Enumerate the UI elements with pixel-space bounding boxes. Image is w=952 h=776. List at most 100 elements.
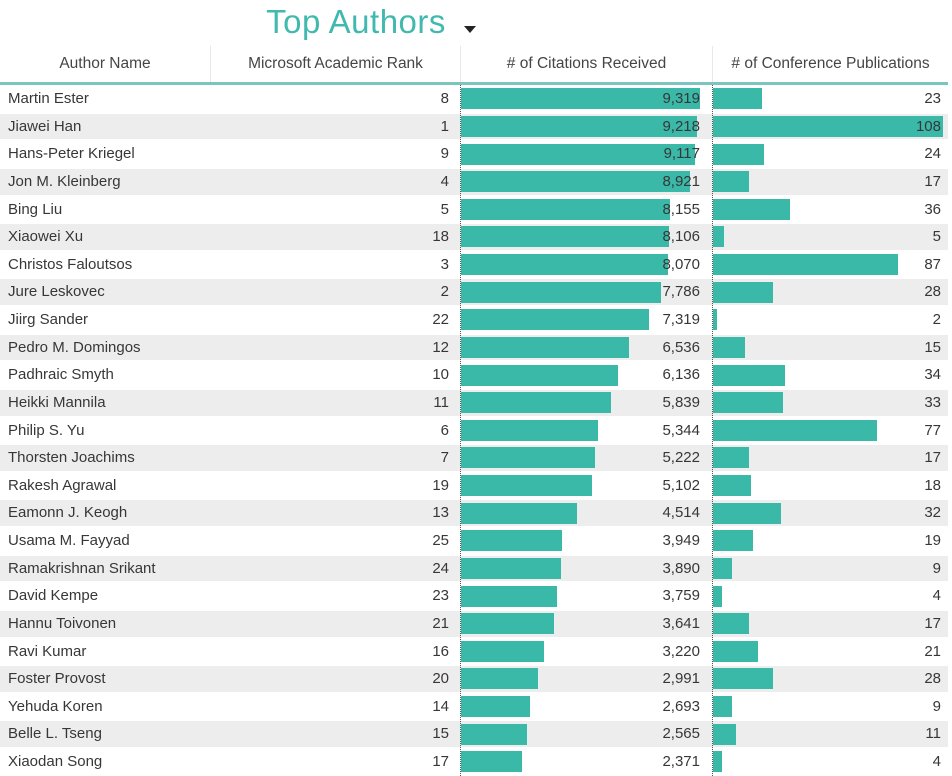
conference-publications-value: 4 <box>932 587 941 605</box>
table-row[interactable]: Pedro M. Domingos 12 6,536 15 <box>0 333 948 362</box>
citations-cell: 9,117 <box>460 141 712 167</box>
citations-value: 7,319 <box>662 311 700 328</box>
conference-publications-data-bar <box>713 751 722 773</box>
citations-cell: 5,344 <box>460 418 712 444</box>
citations-data-bar <box>461 364 619 386</box>
citations-value: 8,106 <box>662 228 700 246</box>
table-row[interactable]: Jiirg Sander 22 7,319 2 <box>0 306 948 334</box>
academic-rank-cell: 17 <box>432 753 449 770</box>
citations-value: 6,536 <box>662 338 700 356</box>
conference-publications-data-bar <box>713 336 745 358</box>
conference-publications-cell: 108 <box>712 114 948 140</box>
conference-publications-cell: 9 <box>712 694 948 720</box>
conference-publications-value: 9 <box>932 697 941 715</box>
table-row[interactable]: Xiaowei Xu 18 8,106 5 <box>0 223 948 251</box>
citations-value: 3,759 <box>662 587 700 605</box>
academic-rank-cell: 14 <box>432 697 449 715</box>
table-body: Martin Ester 8 9,319 23 Jiawei Han 1 9,2… <box>0 85 948 776</box>
author-name-cell: Eamonn J. Keogh <box>8 504 128 522</box>
conference-publications-data-bar <box>713 143 765 165</box>
table-row[interactable]: Padhraic Smyth 10 6,136 34 <box>0 361 948 389</box>
academic-rank-cell: 5 <box>440 200 449 218</box>
citations-data-bar <box>461 723 527 745</box>
table-row[interactable]: Yehuda Koren 14 2,693 9 <box>0 692 948 721</box>
table-row[interactable]: Jon M. Kleinberg 4 8,921 17 <box>0 167 948 196</box>
conference-publications-value: 32 <box>924 504 941 522</box>
conference-publications-value: 77 <box>924 421 941 439</box>
author-name-cell: Christos Faloutsos <box>8 255 133 273</box>
academic-rank-cell: 21 <box>432 614 449 632</box>
citations-data-bar <box>461 696 531 718</box>
conference-publications-cell: 34 <box>712 362 948 388</box>
conference-publications-value: 19 <box>924 532 941 549</box>
conference-publications-data-bar <box>713 226 724 248</box>
academic-rank-cell: 24 <box>432 559 449 577</box>
column-header-microsoft-academic-rank[interactable]: Microsoft Academic Rank <box>210 46 460 82</box>
conference-publications-value: 5 <box>932 228 941 246</box>
conference-publications-data-bar <box>713 530 754 552</box>
citations-data-bar <box>461 585 558 607</box>
conference-publications-value: 15 <box>924 338 941 356</box>
conference-publications-value: 87 <box>924 255 941 273</box>
citations-cell: 8,921 <box>460 169 712 195</box>
table-row[interactable]: Jure Leskovec 2 7,786 28 <box>0 278 948 306</box>
conference-publications-value: 4 <box>932 753 941 770</box>
citations-value: 7,786 <box>662 283 700 301</box>
conference-publications-cell: 2 <box>712 307 948 333</box>
citations-data-bar <box>461 254 668 276</box>
table-row[interactable]: Usama M. Fayyad 25 3,949 19 <box>0 527 948 555</box>
academic-rank-cell: 13 <box>432 504 449 522</box>
author-name-cell: Philip S. Yu <box>8 421 85 439</box>
author-name-cell: Ravi Kumar <box>8 642 87 660</box>
citations-cell: 3,759 <box>460 583 712 609</box>
sort-descending-icon[interactable] <box>464 26 476 33</box>
conference-publications-data-bar <box>713 198 790 220</box>
citations-data-bar <box>461 115 698 137</box>
table-row[interactable]: Hans-Peter Kriegel 9 9,117 24 <box>0 140 948 168</box>
conference-publications-value: 34 <box>924 366 941 384</box>
citations-cell: 8,155 <box>460 197 712 223</box>
author-name-cell: Xiaowei Xu <box>8 228 84 246</box>
citations-cell: 2,991 <box>460 666 712 692</box>
table-row[interactable]: Rakesh Agrawal 19 5,102 18 <box>0 471 948 500</box>
citations-data-bar <box>461 171 690 193</box>
citations-cell: 2,693 <box>460 694 712 720</box>
table-row[interactable]: David Kempe 23 3,759 4 <box>0 582 948 610</box>
citations-value: 4,514 <box>662 504 700 522</box>
table-row[interactable]: Belle L. Tseng 15 2,565 11 <box>0 720 948 748</box>
table-row[interactable]: Bing Liu 5 8,155 36 <box>0 195 948 224</box>
academic-rank-cell: 8 <box>440 90 449 107</box>
academic-rank-cell: 2 <box>440 283 449 301</box>
table-row[interactable]: Heikki Mannila 11 5,839 33 <box>0 388 948 417</box>
conference-publications-data-bar <box>713 364 786 386</box>
citations-data-bar <box>461 392 611 414</box>
table-row[interactable]: Foster Provost 20 2,991 28 <box>0 665 948 693</box>
conference-publications-value: 11 <box>925 725 941 743</box>
conference-publications-value: 18 <box>924 476 941 494</box>
author-name-cell: Thorsten Joachims <box>8 449 135 467</box>
academic-rank-cell: 11 <box>433 393 449 411</box>
author-name-cell: Pedro M. Domingos <box>8 338 141 356</box>
table-row[interactable]: Christos Faloutsos 3 8,070 87 <box>0 250 948 279</box>
column-header-author-name[interactable]: Author Name <box>59 55 151 72</box>
conference-publications-value: 36 <box>924 200 941 218</box>
table-row[interactable]: Thorsten Joachims 7 5,222 17 <box>0 444 948 472</box>
conference-publications-value: 21 <box>924 642 941 660</box>
citations-data-bar <box>461 336 629 358</box>
table-row[interactable]: Xiaodan Song 17 2,371 4 <box>0 748 948 776</box>
conference-publications-data-bar <box>713 585 722 607</box>
table-row[interactable]: Philip S. Yu 6 5,344 77 <box>0 416 948 445</box>
table-row[interactable]: Ravi Kumar 16 3,220 21 <box>0 637 948 666</box>
citations-data-bar <box>461 668 538 690</box>
table-row[interactable]: Ramakrishnan Srikant 24 3,890 9 <box>0 554 948 583</box>
column-header-citations-received[interactable]: # of Citations Received <box>460 46 712 82</box>
table-row[interactable]: Hannu Toivonen 21 3,641 17 <box>0 609 948 638</box>
column-header-conference-publications[interactable]: # of Conference Publications <box>712 46 948 82</box>
table-row[interactable]: Jiawei Han 1 9,218 108 <box>0 112 948 141</box>
author-name-cell: Belle L. Tseng <box>8 725 102 743</box>
table-row[interactable]: Eamonn J. Keogh 13 4,514 32 <box>0 499 948 527</box>
citations-cell: 8,106 <box>460 224 712 250</box>
author-name-cell: Usama M. Fayyad <box>8 532 130 549</box>
table-row[interactable]: Martin Ester 8 9,319 23 <box>0 85 948 113</box>
citations-data-bar <box>461 447 595 469</box>
